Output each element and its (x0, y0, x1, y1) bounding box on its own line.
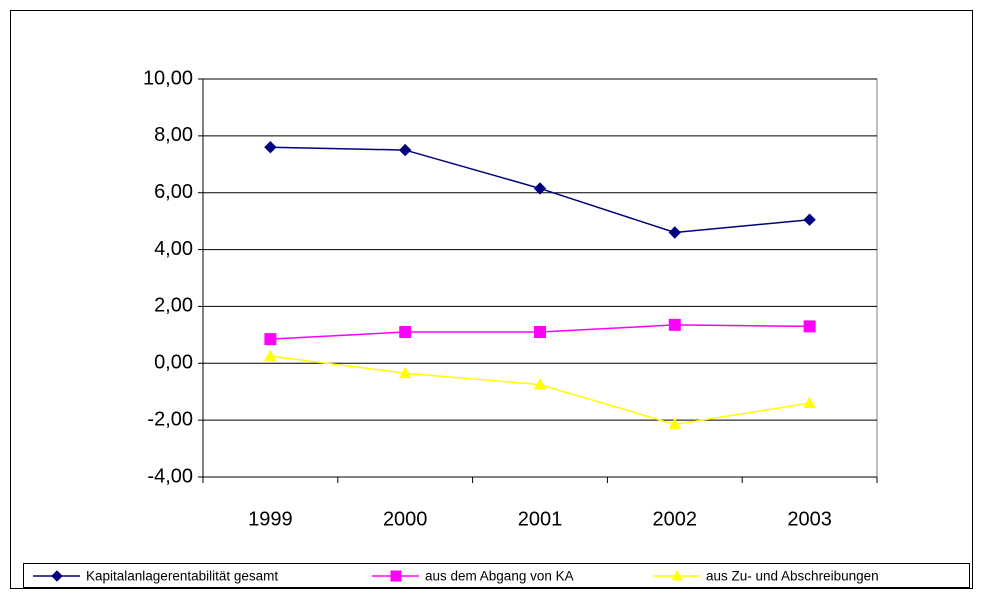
marker (533, 378, 547, 390)
legend-label: aus Zu- und Abschreibungen (706, 569, 879, 584)
marker (668, 226, 682, 239)
y-tick-label: 6,00 (154, 181, 193, 203)
x-tick-label: 2001 (518, 508, 563, 530)
marker (671, 569, 683, 581)
marker (398, 143, 412, 157)
y-tick-label: 0,00 (154, 352, 193, 374)
marker (668, 417, 682, 430)
x-tick-label: 1999 (248, 508, 293, 530)
y-tick-label: -2,00 (147, 408, 193, 430)
legend-label: Kapitalanlagerentabilität gesamt (86, 569, 278, 584)
marker (264, 333, 277, 346)
x-tick-label: 2000 (383, 508, 428, 530)
marker (399, 326, 412, 339)
marker (803, 396, 816, 408)
y-tick-label: 4,00 (154, 238, 193, 260)
marker (534, 326, 546, 339)
x-tick-label: 2002 (653, 508, 698, 530)
marker (803, 213, 816, 226)
y-tick-label: 8,00 (154, 124, 193, 146)
marker (264, 141, 277, 154)
plot-area (202, 78, 878, 478)
y-tick-label: 10,00 (143, 67, 193, 89)
marker (398, 366, 412, 379)
marker (264, 349, 277, 362)
legend-box (23, 563, 970, 588)
legend-label: aus dem Abgang von KA (425, 569, 574, 584)
y-tick-label: -4,00 (147, 465, 193, 487)
marker (51, 570, 63, 582)
marker (390, 570, 402, 582)
x-tick-label: 2003 (787, 508, 832, 530)
marker (668, 318, 681, 331)
y-tick-label: 2,00 (154, 295, 193, 317)
marker (803, 320, 816, 333)
marker (533, 182, 547, 195)
